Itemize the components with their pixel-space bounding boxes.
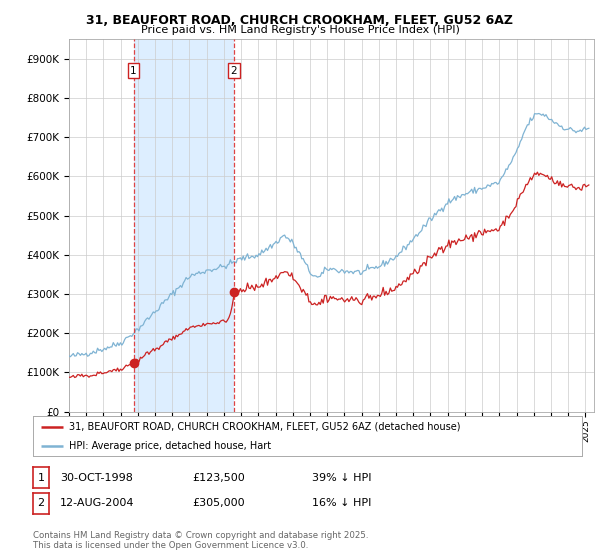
Text: 30-OCT-1998: 30-OCT-1998: [60, 473, 133, 483]
Text: 39% ↓ HPI: 39% ↓ HPI: [312, 473, 371, 483]
Text: 31, BEAUFORT ROAD, CHURCH CROOKHAM, FLEET, GU52 6AZ (detached house): 31, BEAUFORT ROAD, CHURCH CROOKHAM, FLEE…: [68, 422, 460, 432]
Text: £123,500: £123,500: [192, 473, 245, 483]
Bar: [134, 39, 234, 412]
Text: 12-AUG-2004: 12-AUG-2004: [60, 498, 134, 508]
Text: 2: 2: [38, 498, 44, 508]
Text: HPI: Average price, detached house, Hart: HPI: Average price, detached house, Hart: [68, 441, 271, 450]
Text: 16% ↓ HPI: 16% ↓ HPI: [312, 498, 371, 508]
Text: 1: 1: [130, 66, 137, 76]
Text: 31, BEAUFORT ROAD, CHURCH CROOKHAM, FLEET, GU52 6AZ: 31, BEAUFORT ROAD, CHURCH CROOKHAM, FLEE…: [86, 14, 514, 27]
Text: Contains HM Land Registry data © Crown copyright and database right 2025.
This d: Contains HM Land Registry data © Crown c…: [33, 531, 368, 550]
Text: 1: 1: [38, 473, 44, 483]
Text: Price paid vs. HM Land Registry's House Price Index (HPI): Price paid vs. HM Land Registry's House …: [140, 25, 460, 35]
Text: 2: 2: [230, 66, 237, 76]
Text: £305,000: £305,000: [192, 498, 245, 508]
